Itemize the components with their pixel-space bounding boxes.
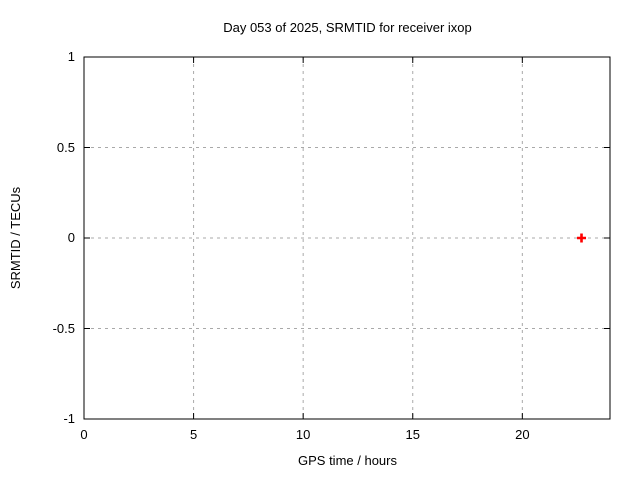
y-tick-label: 1 bbox=[67, 49, 75, 64]
x-tick-label: 0 bbox=[80, 427, 88, 442]
data-point-marker bbox=[577, 233, 587, 243]
y-tick-label: 0.5 bbox=[56, 139, 75, 155]
x-axis-label: GPS time / hours bbox=[298, 453, 397, 468]
chart-title: Day 053 of 2025, SRMTID for receiver ixo… bbox=[223, 20, 472, 35]
x-tick-label: 5 bbox=[189, 427, 198, 442]
x-tick-label: 15 bbox=[405, 427, 420, 442]
y-tick-label: -1 bbox=[63, 411, 75, 426]
x-tick-label: 10 bbox=[295, 427, 311, 442]
y-tick-label: -0.5 bbox=[52, 320, 75, 336]
x-tick-label: 20 bbox=[515, 427, 530, 442]
y-tick-label: 0 bbox=[67, 230, 75, 245]
